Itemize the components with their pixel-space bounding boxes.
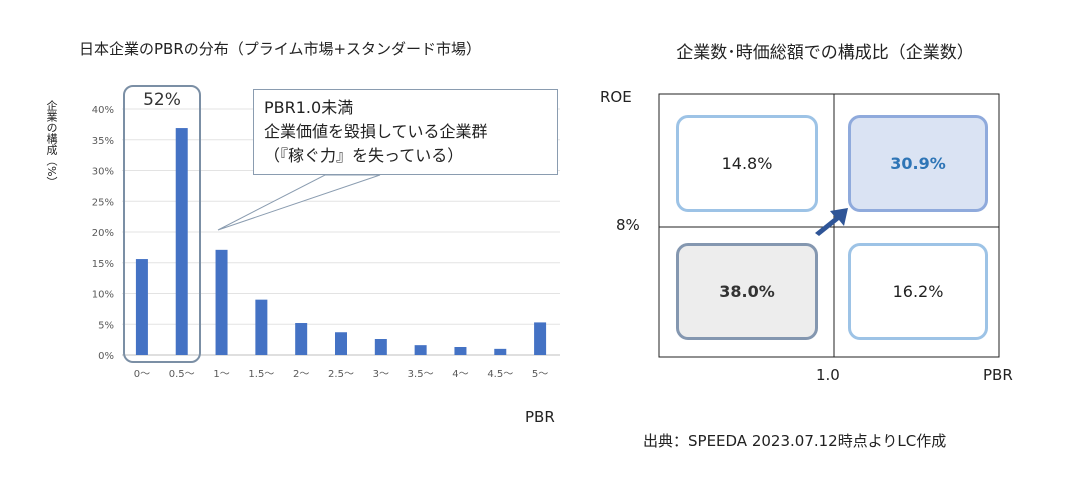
x-tick-label: 0〜 [134, 369, 150, 380]
bar [135, 259, 148, 355]
quadrant-value: 16.2% [892, 282, 944, 301]
roe-threshold-label: 8% [616, 216, 640, 234]
y-tick-label: 30% [92, 167, 114, 178]
bar [534, 322, 547, 355]
matrix-border [658, 93, 1000, 358]
y-axis-label: 企業の構成（%） [45, 100, 58, 188]
chart-title: 日本企業のPBRの分布（プライム市場+スタンダード市場） [78, 40, 482, 58]
y-tick-label: 15% [92, 259, 114, 270]
quadrant-value: 38.0% [719, 282, 775, 301]
pbr-threshold-label: 1.0 [816, 366, 840, 384]
callout-line-3: （『稼ぐ力』を失っている） [264, 146, 464, 165]
y-tick-label: 5% [98, 320, 114, 331]
y-tick-label: 20% [92, 228, 114, 239]
pbr-axis-label: PBR [983, 366, 1013, 384]
y-tick-label: 25% [92, 197, 114, 208]
callout-box: PBR1.0未満 企業価値を毀損している企業群 （『稼ぐ力』を失っている） [253, 89, 558, 175]
quadrant-high-roe-low-pbr: 14.8% [676, 115, 818, 212]
x-tick-label: 3.5〜 [408, 369, 434, 380]
y-tick-label: 10% [92, 290, 114, 301]
callout-pointer [217, 174, 381, 231]
x-tick-label: 1〜 [213, 369, 229, 380]
callout-line-1: PBR1.0未満 [264, 98, 354, 117]
highlight-percentage: 52% [143, 90, 181, 110]
roe-axis-label: ROE [600, 88, 632, 106]
x-tick-label: 2〜 [293, 369, 309, 380]
y-tick-label: 35% [92, 136, 114, 147]
quadrant-high-roe-high-pbr: 30.9% [848, 115, 988, 212]
x-tick-label: 4.5〜 [487, 369, 513, 380]
matrix-title: 企業数･時価総額での構成比（企業数） [676, 43, 974, 63]
source-note: 出典：SPEEDA 2023.07.12時点よりLC作成 [643, 432, 947, 450]
quadrant-low-roe-low-pbr: 38.0% [676, 243, 818, 340]
quadrant-low-roe-high-pbr: 16.2% [848, 243, 988, 340]
x-tick-label: 4〜 [452, 369, 468, 380]
x-axis-title: PBR [525, 408, 555, 426]
x-tick-label: 0.5〜 [169, 369, 195, 380]
bar [374, 339, 387, 355]
bar [494, 348, 507, 355]
under-1-highlight-box [123, 85, 201, 363]
bar [175, 128, 188, 355]
bar [215, 249, 228, 355]
arrow-icon [815, 208, 848, 236]
bar [295, 323, 308, 355]
x-tick-label: 5〜 [532, 369, 548, 380]
bar [414, 345, 427, 355]
y-tick-label: 0% [98, 351, 114, 362]
quadrant-value: 14.8% [721, 154, 773, 173]
x-tick-label: 1.5〜 [248, 369, 274, 380]
bar [454, 347, 467, 355]
x-tick-label: 2.5〜 [328, 369, 354, 380]
x-tick-label: 3〜 [373, 369, 389, 380]
y-tick-label: 40% [92, 105, 114, 116]
bar [335, 332, 347, 355]
quadrant-value: 30.9% [890, 154, 946, 173]
callout-line-2: 企業価値を毀損している企業群 [264, 122, 488, 141]
bar [255, 299, 268, 355]
